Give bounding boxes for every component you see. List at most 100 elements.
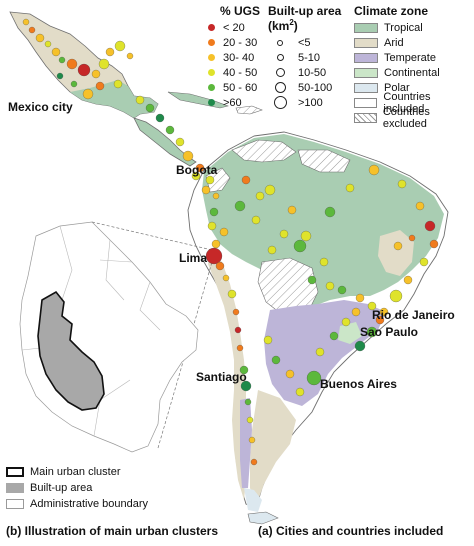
city-point bbox=[205, 247, 223, 265]
city-point bbox=[241, 175, 251, 185]
legend-area-circle-icon bbox=[275, 68, 285, 77]
city-point bbox=[248, 436, 256, 444]
legend-ugs-dot-icon bbox=[208, 24, 215, 31]
city-point bbox=[155, 113, 165, 123]
legend-climate-swatch bbox=[354, 37, 378, 48]
city-point bbox=[244, 398, 252, 406]
legend-ugs-label: < 20 bbox=[223, 21, 245, 34]
hispaniola bbox=[235, 105, 263, 115]
city-point bbox=[205, 175, 215, 185]
legend-area-title-end: ) bbox=[293, 19, 298, 33]
inset-legend-item-urban-cluster: Main urban cluster bbox=[6, 464, 176, 480]
tierra-del-fuego bbox=[247, 511, 279, 525]
city-point bbox=[250, 458, 258, 466]
legend-climate-item: Tropical bbox=[354, 20, 472, 35]
legend-area-circle-icon bbox=[273, 96, 287, 109]
legend-climate-title: Climate zone bbox=[354, 4, 429, 18]
city-point bbox=[56, 72, 64, 80]
city-point bbox=[419, 257, 429, 267]
city-point bbox=[345, 183, 355, 193]
legend-area-label: >100 bbox=[298, 96, 323, 109]
city-point bbox=[211, 239, 221, 249]
mexico-tropical bbox=[70, 80, 158, 118]
city-label-bogota: Bogota bbox=[176, 163, 218, 177]
legend-area-label: 50-100 bbox=[298, 81, 333, 94]
city-point bbox=[351, 307, 361, 317]
legend-climate-item: Temperate bbox=[354, 50, 472, 65]
city-point bbox=[240, 380, 252, 392]
city-label-rio-de-janeiro: Rio de Janeiro bbox=[372, 308, 455, 322]
city-point bbox=[329, 331, 339, 341]
legend-ugs-label: >60 bbox=[223, 96, 242, 109]
legend-climate-swatch bbox=[354, 112, 377, 123]
urban-cluster-swatch bbox=[6, 467, 24, 477]
excluded-venezuela bbox=[231, 139, 297, 163]
legend-ugs-dot-icon bbox=[208, 99, 215, 106]
continental-patch bbox=[338, 322, 362, 344]
inset-legend-label: Main urban cluster bbox=[30, 466, 121, 478]
city-point bbox=[82, 88, 94, 100]
central-america-land bbox=[133, 117, 197, 167]
city-point bbox=[375, 315, 385, 325]
legend-climate: Climate zone Tropical Arid Temperate Contin… bbox=[354, 4, 472, 130]
city-point bbox=[222, 274, 230, 282]
city-point bbox=[191, 171, 201, 181]
city-point bbox=[354, 340, 366, 352]
city-point bbox=[234, 200, 246, 212]
city-point bbox=[287, 205, 297, 215]
city-point bbox=[209, 207, 219, 217]
city-point bbox=[239, 365, 249, 375]
city-point bbox=[66, 58, 78, 70]
legend-area-label: 5-10 bbox=[298, 51, 321, 64]
legend-area-label: <5 bbox=[298, 36, 311, 49]
city-point bbox=[22, 18, 30, 26]
city-point bbox=[285, 369, 295, 379]
city-point bbox=[367, 301, 377, 311]
city-point bbox=[98, 58, 110, 70]
city-point bbox=[315, 347, 325, 357]
city-point bbox=[95, 81, 105, 91]
city-point bbox=[379, 307, 389, 317]
city-point bbox=[28, 26, 36, 34]
city-point bbox=[366, 326, 378, 338]
city-point bbox=[91, 69, 101, 79]
legend-climate-label: Continental bbox=[384, 66, 440, 79]
city-point bbox=[105, 47, 115, 57]
legend-ugs-dot-icon bbox=[208, 39, 215, 46]
legend-area-title: Built-up area (km2) bbox=[268, 4, 360, 33]
legend-area-items: <5 5-10 10-50 50-100 >100 bbox=[268, 35, 360, 110]
city-label-lima: Lima bbox=[179, 251, 208, 265]
legend-ugs-item: < 20 bbox=[200, 20, 284, 35]
city-point bbox=[232, 308, 240, 316]
city-point bbox=[368, 164, 380, 176]
admin-boundary-swatch bbox=[6, 499, 24, 509]
legend-climate-item: Countries excluded bbox=[354, 106, 472, 130]
legend-climate-label: Countries excluded bbox=[382, 105, 430, 130]
built-up-swatch bbox=[6, 483, 24, 493]
city-point bbox=[325, 281, 335, 291]
city-point bbox=[227, 289, 237, 299]
city-point bbox=[212, 192, 220, 200]
legend-ugs-dot-icon bbox=[208, 69, 215, 76]
legend-ugs-item: >60 bbox=[200, 95, 284, 110]
legend-climate-item: Polar bbox=[354, 80, 472, 95]
legend-ugs-label: 30- 40 bbox=[223, 51, 255, 64]
city-point bbox=[397, 179, 407, 189]
city-point bbox=[145, 103, 155, 113]
legend-ugs-item: 50 - 60 bbox=[200, 80, 284, 95]
city-point bbox=[246, 416, 254, 424]
city-point bbox=[77, 63, 91, 77]
city-label-sao-paulo: Sao Paulo bbox=[360, 325, 419, 339]
city-point bbox=[255, 191, 265, 201]
inset-legend-item-admin-boundary: Administrative boundary bbox=[6, 496, 176, 512]
arid-northeast bbox=[378, 230, 414, 276]
city-point bbox=[263, 335, 273, 345]
caption-left: (b) Illustration of main urban clusters bbox=[6, 524, 219, 538]
city-point bbox=[236, 344, 244, 352]
legend-ugs-dot-icon bbox=[208, 84, 215, 91]
legend-climate-item: Continental bbox=[354, 65, 472, 80]
legend-ugs-title: % UGS bbox=[220, 4, 261, 18]
legend-area-circle-icon bbox=[276, 54, 284, 61]
inset-legend-label: Administrative boundary bbox=[30, 498, 149, 510]
legend-ugs-item: 30- 40 bbox=[200, 50, 284, 65]
